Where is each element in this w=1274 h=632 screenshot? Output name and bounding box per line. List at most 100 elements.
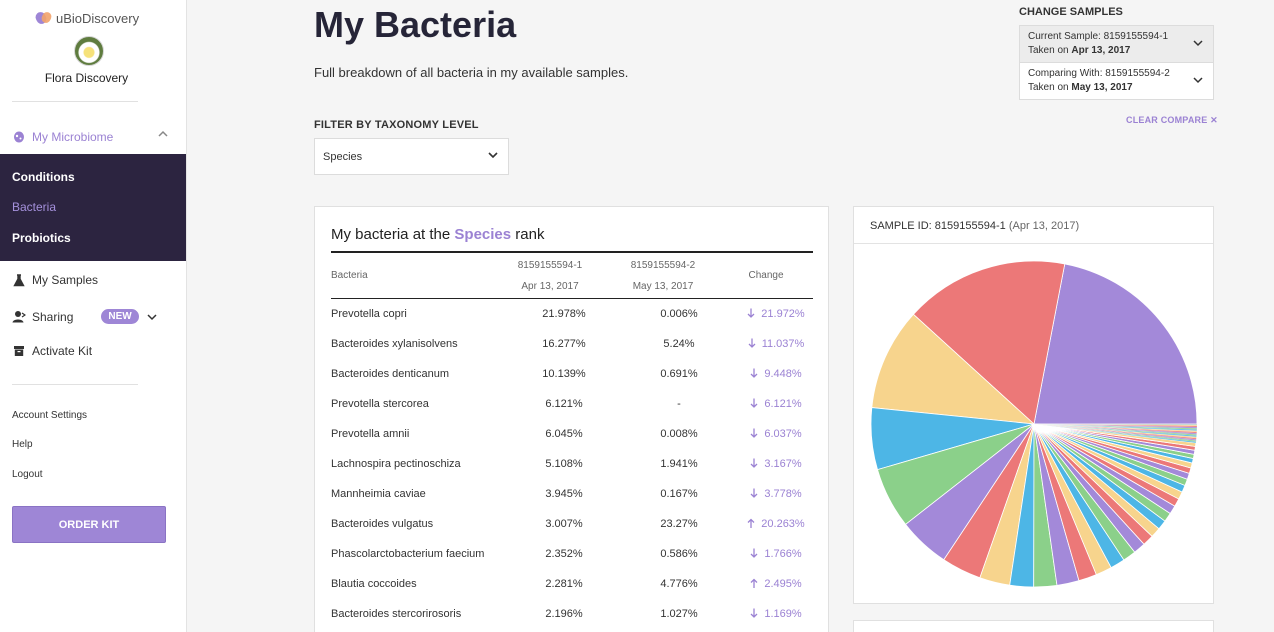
- sidebar-divider: [12, 101, 138, 102]
- current-sample-select[interactable]: Current Sample: 8159155594-1 Taken on Ap…: [1019, 25, 1214, 63]
- logout-link[interactable]: Logout: [12, 469, 43, 480]
- chevron-down-icon[interactable]: [147, 313, 157, 321]
- sample2-value: 0.167%: [660, 488, 698, 500]
- page-subtitle: Full breakdown of all bacteria in my ava…: [314, 65, 629, 80]
- bacteria-name[interactable]: Mannheimia caviae: [331, 488, 426, 500]
- sidebar-item-my-samples[interactable]: My Samples: [12, 273, 98, 287]
- order-kit-button[interactable]: ORDER KIT: [12, 506, 166, 543]
- change-samples-label: CHANGE SAMPLES: [1019, 6, 1123, 18]
- col-header-sample1[interactable]: 8159155594-1 Apr 13, 2017: [495, 257, 605, 296]
- change-value: 20.263%: [721, 518, 831, 530]
- sidebar-item-probiotics[interactable]: Probiotics: [12, 231, 71, 245]
- arrow-down-icon: [748, 338, 756, 350]
- change-amount: 3.167%: [764, 458, 802, 470]
- microbiome-icon: [12, 130, 26, 144]
- table-row[interactable]: Lachnospira pectinoschiza 5.108% 1.941% 3.1…: [331, 458, 813, 488]
- col-header-change[interactable]: Change: [748, 270, 784, 281]
- chevron-up-icon[interactable]: [158, 130, 168, 141]
- sample2-value: 1.941%: [660, 458, 698, 470]
- sample1-value: 2.281%: [545, 578, 583, 590]
- sample1-value: 16.277%: [542, 338, 586, 350]
- pie-card-header: SAMPLE ID: 8159155594-1 (Apr 13, 2017): [854, 207, 1213, 244]
- arrow-down-icon: [750, 608, 758, 620]
- help-link[interactable]: Help: [12, 439, 33, 450]
- sample1-value: 6.121%: [545, 398, 583, 410]
- arrow-down-icon: [750, 458, 758, 470]
- app-logo[interactable]: uBioDiscovery: [36, 10, 139, 26]
- table-row[interactable]: Bacteroides stercorirosoris 2.196% 1.027% 1…: [331, 608, 813, 632]
- change-value: 1.766%: [721, 548, 831, 560]
- col-header-bacteria[interactable]: Bacteria: [331, 270, 368, 281]
- bacteria-name[interactable]: Phascolarctobacterium faecium: [331, 548, 485, 560]
- table-row[interactable]: Phascolarctobacterium faecium 2.352% 0.586…: [331, 548, 813, 578]
- pie-slice[interactable]: [912, 260, 1066, 425]
- bacteria-name[interactable]: Bacteroides stercorirosoris: [331, 608, 462, 620]
- change-value: 6.121%: [721, 398, 831, 410]
- change-amount: 3.778%: [764, 488, 802, 500]
- sample2-value: 1.027%: [660, 608, 698, 620]
- sample-date-label: (Apr 13, 2017): [1008, 220, 1080, 232]
- taxonomy-select[interactable]: Species: [314, 138, 509, 175]
- bacteria-name[interactable]: Lachnospira pectinoschiza: [331, 458, 461, 470]
- sample-id-label: SAMPLE ID: 8159155594-1: [870, 220, 1006, 232]
- sidebar-item-my-microbiome[interactable]: My Microbiome: [12, 130, 168, 144]
- taken-on-label: Taken on: [1028, 45, 1069, 56]
- table-row[interactable]: Bacteroides xylanisolvens 16.277% 5.24% 11.…: [331, 338, 813, 368]
- table-row[interactable]: Blautia coccoides 2.281% 4.776% 2.495%: [331, 578, 813, 608]
- avatar[interactable]: [74, 36, 104, 66]
- table-row[interactable]: Prevotella stercorea 6.121% - 6.121%: [331, 398, 813, 428]
- table-row[interactable]: Bacteroides denticanum 10.139% 0.691% 9.448…: [331, 368, 813, 398]
- arrow-up-icon: [747, 518, 755, 530]
- bacteria-name[interactable]: Bacteroides xylanisolvens: [331, 338, 458, 350]
- next-card: [853, 620, 1214, 632]
- col-header-sample2-date: May 13, 2017: [632, 281, 694, 292]
- change-amount: 1.169%: [764, 608, 802, 620]
- bacteria-table-card: My bacteria at the Species rank Bacteria…: [314, 206, 829, 632]
- pie-slice[interactable]: [871, 313, 1036, 425]
- table-row[interactable]: Prevotella copri 21.978% 0.006% 21.972%: [331, 308, 813, 338]
- arrow-down-icon: [750, 368, 758, 380]
- sample2-value: 0.691%: [660, 368, 698, 380]
- clear-compare-link[interactable]: CLEAR COMPARE ✕: [1126, 115, 1218, 125]
- sample1-value: 5.108%: [545, 458, 583, 470]
- change-value: 11.037%: [721, 338, 831, 350]
- sample1-value: 3.007%: [545, 518, 583, 530]
- account-settings-link[interactable]: Account Settings: [12, 410, 88, 421]
- current-sample-date-line: Taken on Apr 13, 2017: [1028, 44, 1205, 58]
- change-value: 3.167%: [721, 458, 831, 470]
- bacteria-name[interactable]: Prevotella amnii: [331, 428, 410, 440]
- bacteria-name[interactable]: Bacteroides denticanum: [331, 368, 450, 380]
- sidebar-item-label: My Samples: [32, 273, 99, 287]
- table-row[interactable]: Mannheimia caviae 3.945% 0.167% 3.778%: [331, 488, 813, 518]
- current-sample-date: Apr 13, 2017: [1071, 45, 1131, 56]
- bacteria-name[interactable]: Bacteroides vulgatus: [331, 518, 434, 530]
- chevron-down-icon: [488, 150, 498, 162]
- sidebar-item-sharing[interactable]: Sharing NEW: [12, 309, 157, 324]
- sidebar-item-activate-kit[interactable]: Activate Kit: [12, 344, 92, 358]
- compare-sample-select[interactable]: Comparing With: 8159155594-2 Taken on Ma…: [1019, 62, 1214, 100]
- change-amount: 20.263%: [761, 518, 805, 530]
- bacteria-name[interactable]: Prevotella copri: [331, 308, 407, 320]
- sidebar-item-bacteria[interactable]: Bacteria: [12, 200, 57, 214]
- change-amount: 6.037%: [764, 428, 802, 440]
- col-header-sample2-id: 8159155594-2: [630, 260, 696, 271]
- col-header-sample1-date: Apr 13, 2017: [521, 281, 579, 292]
- pie-slice-minor[interactable]: [1033, 423, 1198, 425]
- arrow-down-icon: [747, 308, 755, 320]
- table-row[interactable]: Prevotella amnii 6.045% 0.008% 6.037%: [331, 428, 813, 458]
- sample2-value: 23.27%: [660, 518, 698, 530]
- change-value: 9.448%: [721, 368, 831, 380]
- table-row[interactable]: Bacteroides vulgatus 3.007% 23.27% 20.263%: [331, 518, 813, 548]
- arrow-down-icon: [750, 488, 758, 500]
- change-value: 2.495%: [721, 578, 831, 590]
- sidebar-item-conditions[interactable]: Conditions: [12, 170, 75, 184]
- pie-slice[interactable]: [1033, 263, 1198, 425]
- species-pie-chart[interactable]: [854, 245, 1213, 603]
- change-value: 1.169%: [721, 608, 831, 620]
- chevron-down-icon: [1193, 75, 1203, 89]
- sample1-value: 2.196%: [545, 608, 583, 620]
- bacteria-name[interactable]: Prevotella stercorea: [331, 398, 429, 410]
- chevron-down-icon: [1193, 38, 1203, 52]
- bacteria-name[interactable]: Blautia coccoides: [331, 578, 417, 590]
- col-header-sample2[interactable]: 8159155594-2 May 13, 2017: [608, 257, 718, 296]
